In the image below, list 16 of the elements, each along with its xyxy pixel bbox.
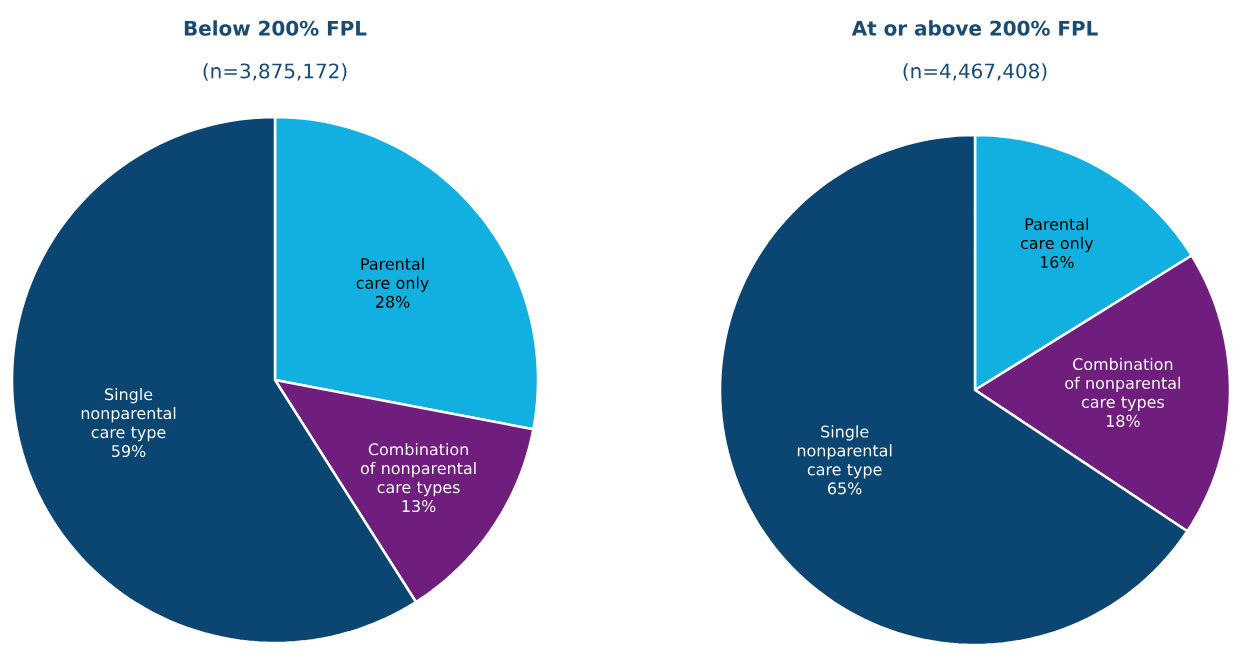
slice-label: Single nonparental care type xyxy=(797,425,892,479)
slice-label: Parental care only xyxy=(1020,217,1094,253)
data-label: 59% xyxy=(112,445,146,458)
data-label: 16% xyxy=(1040,255,1074,269)
chart-subtitle: (n=3,875,172) xyxy=(203,63,347,81)
slice-label: Single nonparental care type xyxy=(81,387,176,442)
data-label: 18% xyxy=(1106,414,1140,427)
data-label: 13% xyxy=(402,500,436,513)
data-label: 65% xyxy=(828,482,862,495)
slice-label: Combination of nonparental care types xyxy=(360,442,476,497)
slice-label: Parental care only xyxy=(356,257,429,293)
chart-title: At or above 200% FPL xyxy=(851,20,1098,36)
chart-title: Below 200% FPL xyxy=(184,20,367,36)
chart-subtitle: (n=4,467,408) xyxy=(903,63,1047,81)
data-label: 28% xyxy=(376,295,410,308)
slice-label: Combination of nonparental care types xyxy=(1065,357,1180,412)
